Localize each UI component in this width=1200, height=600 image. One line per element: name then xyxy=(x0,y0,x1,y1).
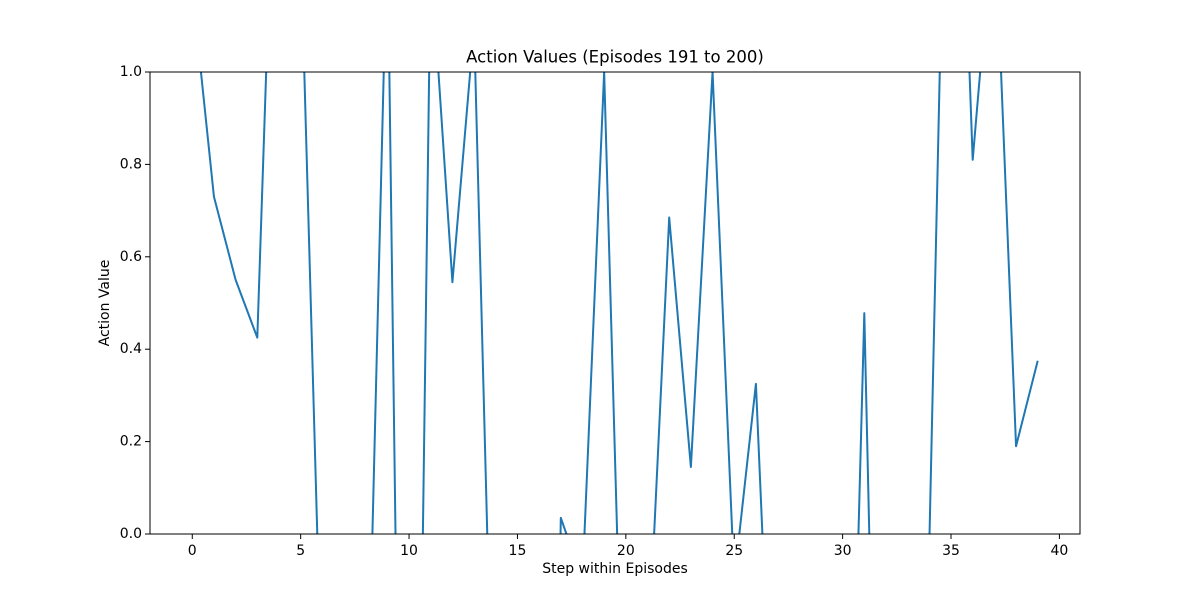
x-tick-label: 30 xyxy=(834,543,852,559)
y-tick-label: 0.4 xyxy=(120,341,142,357)
x-tick-label: 15 xyxy=(509,543,527,559)
y-tick-label: 0.0 xyxy=(120,526,142,542)
chart-title: Action Values (Episodes 191 to 200) xyxy=(466,48,764,67)
x-tick-label: 10 xyxy=(400,543,418,559)
plot-frame xyxy=(149,71,1081,535)
x-tick-label: 40 xyxy=(1050,543,1068,559)
x-tick-label: 5 xyxy=(296,543,305,559)
y-tick-label: 0.2 xyxy=(120,434,142,450)
y-tick-label: 1.0 xyxy=(120,64,142,80)
x-tick-label: 20 xyxy=(617,543,635,559)
y-axis-label: Action Value xyxy=(97,260,113,347)
x-axis-label: Step within Episodes xyxy=(542,561,688,577)
x-tick-label: 0 xyxy=(188,543,197,559)
line-series xyxy=(199,72,1039,534)
x-tick-label: 35 xyxy=(942,543,960,559)
y-tick-label: 0.6 xyxy=(120,249,142,265)
y-tick-label: 0.8 xyxy=(120,156,142,172)
x-tick-label: 25 xyxy=(725,543,743,559)
